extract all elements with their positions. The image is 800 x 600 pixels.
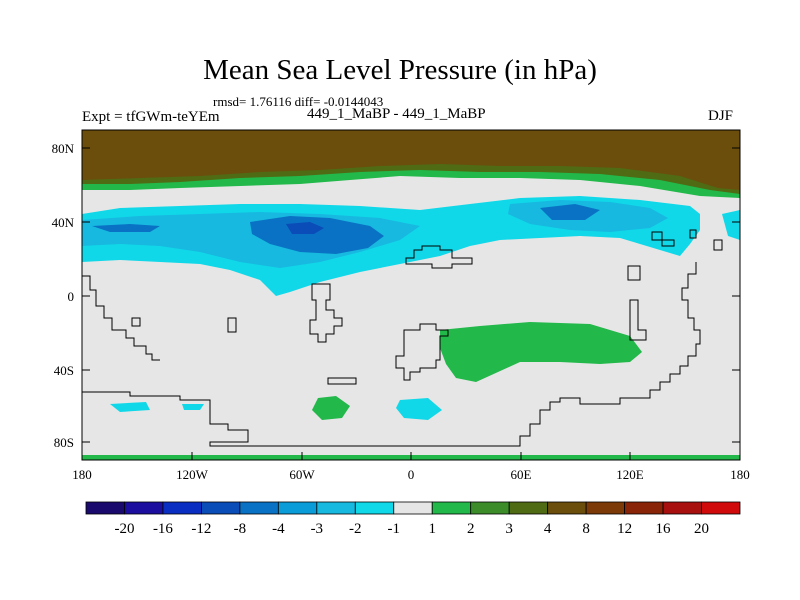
colorbar-label-6: -2 <box>349 521 362 537</box>
colorbar-label-8: 1 <box>428 521 436 537</box>
colorbar-box-8 <box>393 501 433 515</box>
coast-west-pacific <box>82 275 160 361</box>
south-anomaly-small <box>312 396 350 420</box>
colorbar-box-9 <box>431 501 472 515</box>
colorbar-label-15: 20 <box>694 521 709 537</box>
coastlines <box>82 229 723 447</box>
colorbar-box-3 <box>201 501 241 515</box>
colorbar-label-0: -20 <box>114 521 134 537</box>
lon-label-0: 0 <box>408 467 415 482</box>
coast-antarctic <box>82 262 701 447</box>
colorbar-label-9: 2 <box>467 521 475 537</box>
colorbar-box-5 <box>277 501 318 515</box>
lon-label-60E: 60E <box>511 467 532 482</box>
map-title: Mean Sea Level Pressure (in hPa) <box>203 54 597 86</box>
south-patch-a <box>110 402 150 412</box>
colorbar-label-3: -8 <box>234 521 247 537</box>
colorbar-label-14: 16 <box>656 521 672 537</box>
colorbar-box-11 <box>508 501 549 515</box>
lat-label-40N: 40N <box>52 215 75 230</box>
coast-eurasia-africa <box>405 245 473 269</box>
colorbar-box-0 <box>85 501 125 515</box>
south-patch-c <box>396 398 442 420</box>
case-label: 449_1_MaBP - 449_1_MaBP <box>307 106 486 122</box>
lon-label-180-right: 180 <box>730 467 750 482</box>
lat-label-80N: 80N <box>52 141 75 156</box>
lon-tick-marks <box>81 452 741 460</box>
colorbar-box-14 <box>624 501 664 515</box>
colorbar-label-12: 8 <box>582 521 590 537</box>
lon-tick-labels: 180 120W 60W 0 60E 120E 180 <box>72 467 750 482</box>
coast-south-america <box>309 283 343 343</box>
midlat-anomaly-deep-west <box>92 224 160 232</box>
colorbar-box-15 <box>662 501 702 515</box>
colorbar-label-2: -12 <box>191 521 211 537</box>
colorbar-label-11: 4 <box>544 521 552 537</box>
south-patch-b <box>182 404 204 410</box>
colorbar-box-16 <box>701 501 741 515</box>
midlat-anomaly-deepest <box>286 222 324 234</box>
colorbar-box-4 <box>239 501 279 515</box>
season-label: DJF <box>708 108 734 124</box>
coast-east-islands <box>627 231 675 341</box>
colorbar-box-2 <box>162 501 202 515</box>
lat-label-40S: 40S <box>54 363 74 378</box>
map-panel <box>82 130 740 460</box>
colorbar-labels: -20 -16 -12 -8 -4 -3 -2 -1 1 2 3 4 8 12 16 20 <box>114 521 709 537</box>
coast-south-atlantic <box>395 323 449 381</box>
midlat-anomaly-deep <box>250 216 384 254</box>
lon-label-120E: 120E <box>616 467 644 482</box>
colorbar <box>85 501 741 515</box>
colorbar-label-5: -3 <box>311 521 324 537</box>
colorbar-box-6 <box>316 501 356 515</box>
midlat-anomaly-cyan-east <box>722 210 740 240</box>
colorbar-box-1 <box>124 501 164 515</box>
lat-label-80S: 80S <box>54 435 74 450</box>
north-anomaly-brown <box>82 130 740 190</box>
colorbar-label-13: 12 <box>617 521 632 537</box>
south-anomaly-large <box>440 322 642 382</box>
stats-line: rmsd= 1.76116 diff= -0.0144043 <box>213 94 384 109</box>
colorbar-box-12 <box>547 501 587 515</box>
colorbar-label-1: -16 <box>153 521 173 537</box>
lat-label-0: 0 <box>68 289 75 304</box>
colorbar-label-10: 3 <box>505 521 513 537</box>
coast-small-islands <box>131 229 723 385</box>
colorbar-box-13 <box>585 501 625 515</box>
midlat-anomaly-deep-east <box>540 204 600 220</box>
lon-label-120W: 120W <box>176 467 209 482</box>
lat-tick-labels: 80N 40N 0 40S 80S <box>52 141 75 450</box>
colorbar-box-7 <box>354 501 395 515</box>
colorbar-label-7: -1 <box>388 521 401 537</box>
lat-tick-marks <box>82 147 740 443</box>
experiment-label: Expt = tfGWm-teYEm <box>82 109 220 125</box>
colorbar-box-10 <box>470 501 510 515</box>
colorbar-label-4: -4 <box>272 521 285 537</box>
lon-label-60W: 60W <box>289 467 315 482</box>
lon-label-180-left: 180 <box>72 467 92 482</box>
